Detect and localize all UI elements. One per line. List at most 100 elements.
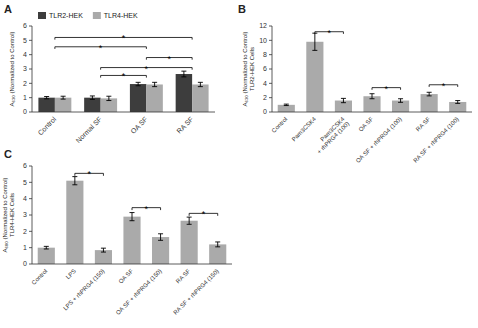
bar bbox=[152, 237, 169, 264]
panel: A*****0123456A₆₃₀ (Normalized to Control… bbox=[4, 3, 215, 144]
significance-label: * bbox=[442, 81, 446, 91]
text-line: Control bbox=[36, 115, 57, 136]
x-tick-label: RA SF + rhPRG4 (100) bbox=[412, 116, 460, 164]
y-tick bbox=[29, 166, 32, 167]
bar bbox=[421, 94, 438, 112]
significance-label: * bbox=[202, 209, 206, 219]
y-tick-label: 2 bbox=[263, 94, 267, 101]
panel: C***0123456A₆₀₀ (Normalized to Control)T… bbox=[2, 148, 232, 316]
x-tick-label: Control bbox=[36, 115, 57, 136]
text-line: A₆₃₀ (Normalized to Control) bbox=[9, 31, 15, 106]
bar bbox=[209, 244, 226, 264]
figure: A * * * * * 0 1 2 3 4 5 6 A₆₃₀ (Normalized to Control… bbox=[0, 0, 478, 328]
legend-swatch bbox=[93, 12, 101, 19]
x-tick-label: Pam3CSK4 bbox=[291, 115, 318, 142]
x-tick-label: OA SF bbox=[129, 115, 149, 135]
y-tick-label: 5 bbox=[23, 179, 27, 186]
bar bbox=[176, 74, 192, 112]
y-tick bbox=[269, 54, 272, 55]
text-line: LPS + rhPRG4 (150) bbox=[62, 268, 106, 312]
legend-label: TLR4-HEK bbox=[104, 12, 138, 19]
y-tick bbox=[269, 112, 272, 113]
x-tick-label: LPS bbox=[65, 268, 77, 280]
error-bar bbox=[72, 177, 77, 185]
error-bar bbox=[370, 94, 375, 99]
y-tick-label: 6 bbox=[23, 162, 27, 169]
panel-title: C bbox=[4, 148, 12, 160]
text-line: OA SF bbox=[117, 268, 134, 285]
significance-label: * bbox=[145, 64, 149, 74]
y-tick-label: 1 bbox=[23, 94, 27, 101]
y-tick-label: 4 bbox=[23, 51, 27, 58]
x-axis-line bbox=[32, 264, 232, 265]
text-line: Normal SF bbox=[74, 115, 103, 144]
text-line: TLR2-HEK Cells bbox=[249, 47, 255, 91]
error-bar bbox=[61, 96, 66, 99]
y-tick bbox=[29, 26, 32, 27]
text-line: LPS bbox=[65, 268, 77, 280]
significance-label: * bbox=[87, 169, 91, 179]
error-bar bbox=[198, 82, 203, 86]
y-tick-label: 1 bbox=[23, 244, 27, 251]
significance-label: * bbox=[145, 204, 149, 214]
error-bar bbox=[215, 242, 220, 247]
error-bar bbox=[312, 33, 317, 50]
panel-title: B bbox=[238, 3, 246, 15]
bar bbox=[306, 42, 323, 112]
plot-area bbox=[38, 37, 208, 112]
error-bar bbox=[284, 104, 289, 105]
x-tick-label: Pam3CSK4+ rhPRG4 (100) bbox=[311, 115, 350, 154]
y-tick bbox=[269, 83, 272, 84]
y-tick bbox=[269, 40, 272, 41]
y-tick-label: 8 bbox=[263, 51, 267, 58]
x-tick-label: LPS + rhPRG4 (150) bbox=[62, 268, 106, 312]
y-tick bbox=[29, 112, 32, 113]
y-tick bbox=[29, 69, 32, 70]
panel-title: A bbox=[4, 3, 12, 15]
error-bar bbox=[152, 82, 157, 86]
error-bar bbox=[187, 217, 192, 224]
y-axis-label: A₆₃₀ (Normalized to Control)TLR2-HEK Cel… bbox=[242, 31, 255, 106]
x-tick-label: Control bbox=[31, 268, 49, 286]
text-line: OA SF + rhPRG4 (100) bbox=[355, 116, 403, 164]
y-tick bbox=[29, 97, 32, 98]
y-tick bbox=[29, 83, 32, 84]
x-tick-label: OA SF + rhPRG4 (150) bbox=[115, 268, 163, 316]
x-axis-line bbox=[32, 112, 215, 113]
y-tick-label: 2 bbox=[23, 80, 27, 87]
y-tick-label: 10 bbox=[259, 37, 267, 44]
y-tick-label: 0 bbox=[23, 108, 27, 115]
y-tick-label: 0 bbox=[23, 260, 27, 267]
error-bar bbox=[398, 99, 403, 103]
significance-label: * bbox=[99, 43, 103, 53]
text-line: RA SF bbox=[175, 268, 192, 285]
y-tick-label: 0 bbox=[263, 108, 267, 115]
error-bar bbox=[44, 97, 49, 99]
error-bar bbox=[427, 92, 432, 96]
y-tick bbox=[269, 26, 272, 27]
text-line: Control bbox=[31, 268, 49, 286]
y-tick bbox=[269, 69, 272, 70]
y-tick bbox=[29, 264, 32, 265]
error-bar bbox=[130, 213, 135, 221]
x-tick-label: OA SF bbox=[117, 268, 134, 285]
text-line: A₆₃₀ (Normalized to Control) bbox=[242, 31, 248, 106]
y-tick bbox=[29, 182, 32, 183]
y-tick bbox=[29, 247, 32, 248]
bar bbox=[192, 84, 208, 112]
text-line: A₆₀₀ (Normalized to Control) bbox=[2, 177, 8, 252]
y-tick-label: 5 bbox=[23, 37, 27, 44]
error-bar bbox=[158, 234, 163, 241]
y-tick-label: 4 bbox=[23, 195, 27, 202]
x-tick-label: OA SF + rhPRG4 (100) bbox=[355, 116, 403, 164]
significance-label: * bbox=[167, 54, 171, 64]
bar bbox=[278, 105, 295, 112]
error-bar bbox=[181, 71, 186, 77]
y-tick-label: 2 bbox=[23, 228, 27, 235]
y-tick-label: 3 bbox=[23, 211, 27, 218]
text-line: RA SF + rhPRG4 (100) bbox=[412, 116, 460, 164]
panel: B***024681012A₆₃₀ (Normalized to Control… bbox=[238, 3, 472, 164]
bar bbox=[181, 221, 198, 264]
significance-label: * bbox=[385, 84, 389, 94]
error-bar bbox=[341, 98, 346, 102]
